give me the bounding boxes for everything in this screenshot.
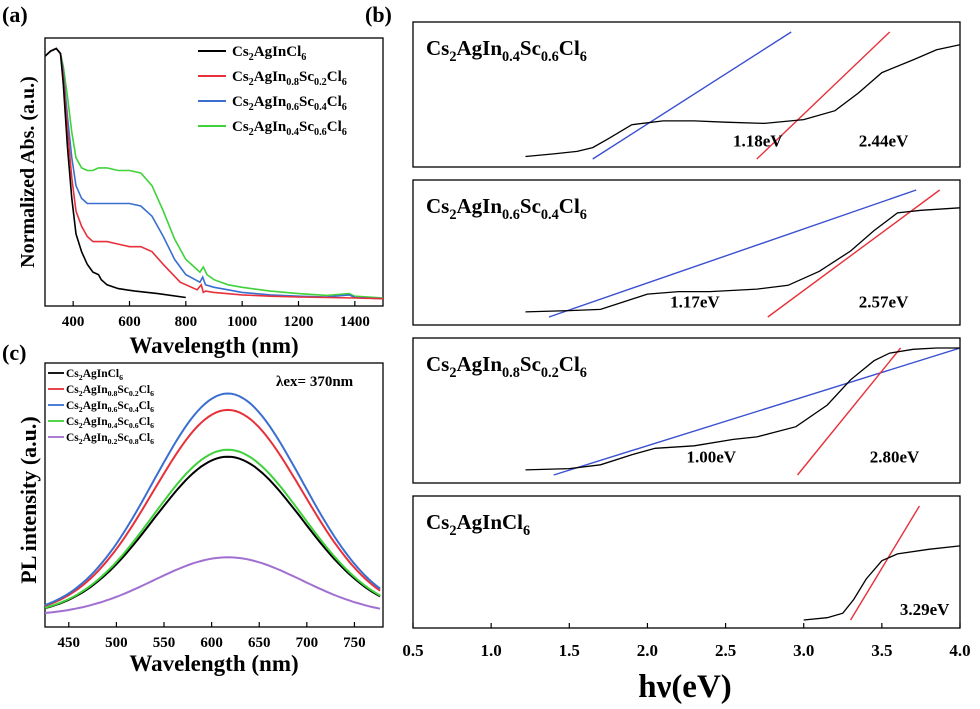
panel-c-legend-label: Cs2AgInCl6 [66,368,123,382]
panel-c-series-line [44,455,381,610]
panel-b-subplot-title: Cs2AgIn0.4Sc0.6Cl6 [426,36,587,65]
panel-a-series-line [44,47,384,300]
panel-c-pl: 450 500 550 600 650 700 750 Cs2AgInCl6 Cs2AgIn0… [16,362,384,676]
panel-b-subplot: Cs2AgIn0.4Sc0.6Cl6 1.18eV 2.44eV [412,21,961,168]
panel-b-fit-line [548,189,917,318]
panel-c-tick-label: 500 [105,635,128,651]
panel-a-legend-label: Cs2AgIn0.4Sc0.6Cl6 [232,119,347,138]
panel-a-legend-label: Cs2AgIn0.6Sc0.4Cl6 [232,94,347,113]
panel-b-tick-label: 3.0 [793,641,814,660]
panel-a-ylabel: Normalized Abs. (a.u.) [17,76,39,268]
panel-a-legend-label: Cs2AgIn0.8Sc0.2Cl6 [232,69,347,88]
panel-b-gap-label: 1.17eV [670,293,720,312]
panel-c-tick-label: 650 [248,635,271,651]
panel-b-xlabel: hν(eV) [638,669,732,705]
panel-a-tick-label: 800 [175,314,198,330]
panel-c-legend-label: Cs2AgIn0.6Sc0.4Cl6 [66,400,154,414]
panel-c-series-line [44,392,381,607]
panel-c-annotation: λex= 370nm [276,374,354,390]
panel-b-gap-label: 1.18eV [733,132,783,151]
panel-b-x-ticks: 0.5 1.0 1.5 2.0 2.5 3.0 3.5 4.0 [402,623,971,660]
panel-c-legend: Cs2AgInCl6 Cs2AgIn0.8Sc0.2Cl6 Cs2AgIn0.6Sc… [48,368,154,446]
panel-b-fit-line [767,189,941,318]
panel-b-tick-label: 2.5 [715,641,736,660]
panel-b-tauc-curve [525,347,960,471]
panel-c-x-ticks: 450 500 550 600 650 700 750 [58,622,366,651]
panel-label-a: (a) [2,2,28,27]
panel-a-tick-label: 1200 [284,314,314,330]
panel-label-c: (c) [2,340,26,365]
panel-b-subplot: Cs2AgIn0.8Sc0.2Cl6 1.00eV 2.80eV [412,337,961,484]
panel-b-tick-label: 1.5 [559,641,580,660]
panel-c-xlabel: Wavelength (nm) [129,651,298,676]
panel-c-tick-label: 450 [58,635,81,651]
panel-b-fit-line [796,347,902,476]
panel-label-b: (b) [365,2,392,27]
panel-b-tick-label: 3.5 [871,641,892,660]
panel-c-ylabel: PL intensity (a.u.) [16,416,41,583]
panel-b-gap-label: 2.80eV [870,448,920,467]
panel-a-series-line [44,47,384,299]
panel-b-tick-label: 0.5 [402,641,423,660]
panel-a-tick-label: 1400 [340,314,370,330]
panel-c-series-line [44,556,381,614]
panel-b-subplot-title: Cs2AgIn0.6Sc0.4Cl6 [426,194,587,223]
panel-b-fit-line [553,347,960,476]
panel-b-subplot-title: Cs2AgIn0.8Sc0.2Cl6 [426,352,587,381]
panel-c-tick-label: 750 [343,635,366,651]
panel-a-tick-label: 1000 [227,314,257,330]
panel-c-legend-label: Cs2AgIn0.4Sc0.6Cl6 [66,416,154,430]
panel-b-subplot: Cs2AgInCl6 3.29eV [412,495,961,629]
panel-a-xlabel: Wavelength (nm) [129,333,298,358]
panel-a-legend-label: Cs2AgInCl6 [232,44,306,63]
panel-b-tick-label: 4.0 [949,641,970,660]
panel-a-legend: Cs2AgInCl6 Cs2AgIn0.8Sc0.2Cl6 Cs2AgIn0.6Sc… [198,44,347,138]
panel-a-curves [44,47,384,300]
panel-c-tick-label: 700 [296,635,319,651]
panel-c-series-line [44,408,381,607]
panel-c-tick-label: 600 [200,635,223,651]
panel-c-legend-label: Cs2AgIn0.2Sc0.8Cl6 [66,432,154,446]
panel-b-frame [412,337,961,484]
panel-b-gap-label: 3.29eV [900,600,950,619]
panel-a-series-line [44,47,384,300]
panel-b-gap-label: 2.57eV [859,293,909,312]
panel-b-tick-label: 1.0 [481,641,502,660]
panel-b-frame [412,495,961,629]
panel-b-tauc-curve [803,545,960,621]
panel-a-tick-label: 600 [118,314,141,330]
panel-c-tick-label: 550 [153,635,176,651]
panel-b-tauc-curve [525,44,960,158]
panel-b-fit-line [592,31,792,160]
panel-b-gap-label: 1.00eV [687,448,737,467]
panel-a-series-line [44,47,186,299]
panel-b-fit-line [850,505,920,621]
panel-c-frame [44,362,384,628]
panel-a-absorbance: 400 600 800 1000 1200 1400 Cs2AgInCl6 Cs2AgIn0… [17,37,384,358]
panel-a-x-ticks: 400 600 800 1000 1200 1400 [62,301,370,330]
panel-b-frame [412,21,961,168]
panel-c-series-line [44,448,381,609]
panel-b-tauc-curve [525,207,960,313]
panel-b-tick-label: 2.0 [637,641,658,660]
panel-b-frame [412,179,961,326]
panel-a-tick-label: 400 [62,314,85,330]
panel-b-fit-line [756,31,891,160]
panel-b-subplot: Cs2AgIn0.6Sc0.4Cl6 1.17eV 2.57eV [412,179,961,326]
panel-c-legend-label: Cs2AgIn0.8Sc0.2Cl6 [66,384,154,398]
panel-b-tauc: Cs2AgIn0.4Sc0.6Cl6 1.18eV 2.44eV Cs2AgIn0.6… [402,21,971,705]
panel-b-subplots: Cs2AgIn0.4Sc0.6Cl6 1.18eV 2.44eV Cs2AgIn0.6… [412,21,961,629]
panel-b-subplot-title: Cs2AgInCl6 [426,510,530,539]
panel-b-gap-label: 2.44eV [859,132,909,151]
panel-a-frame [44,37,384,307]
panel-c-curves [44,392,381,614]
